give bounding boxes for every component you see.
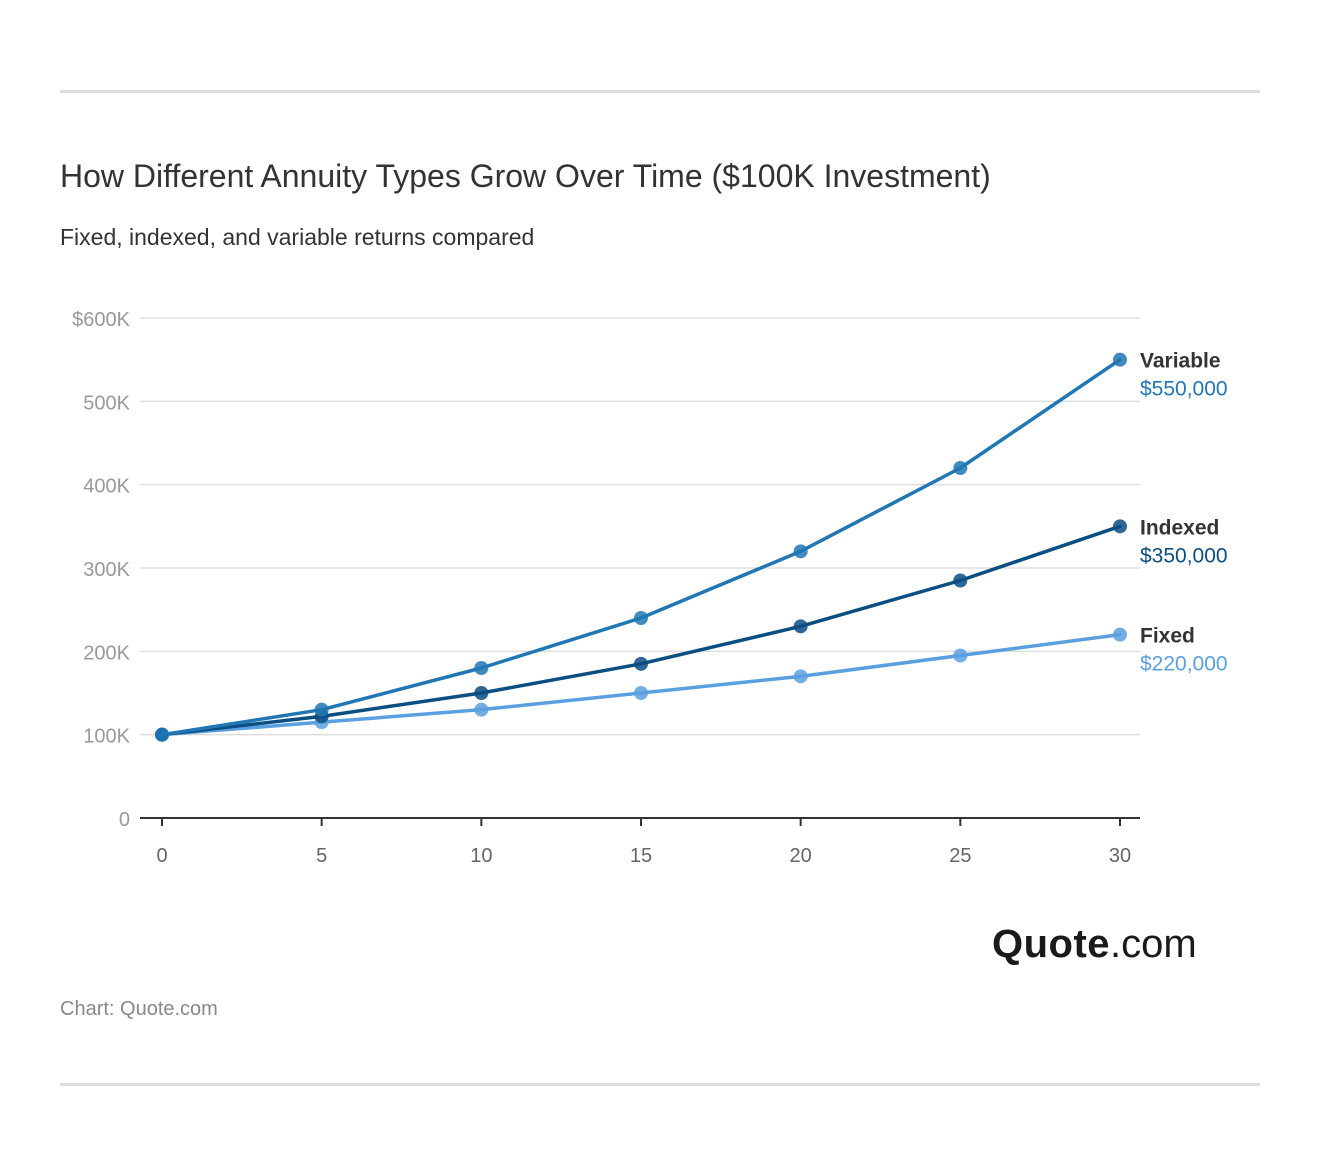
series-value-label-fixed: $220,000 [1140,653,1228,676]
chart-source: Chart: Quote.com [60,998,218,1020]
data-point-variable [634,611,648,625]
data-point-variable [155,727,169,742]
chart-subtitle: Fixed, indexed, and variable returns com… [60,224,535,250]
data-point-variable [953,461,968,475]
chart-series [155,352,1127,742]
data-point-indexed [1113,519,1127,534]
data-point-indexed [474,686,489,700]
x-tick-label: 15 [630,845,652,867]
x-tick-label: 30 [1109,845,1131,867]
y-tick-label: 300K [83,559,130,581]
bottom-divider [60,1083,1260,1086]
data-point-fixed [793,669,808,684]
series-value-label-variable: $550,000 [1140,378,1228,401]
data-point-indexed [793,619,808,634]
logo-tld: .com [1110,922,1197,966]
series-name-label-variable: Variable [1140,350,1221,373]
data-point-fixed [1113,627,1127,642]
series-line-variable [160,357,1122,737]
chart-grid [140,317,1140,736]
data-point-variable [793,544,808,559]
data-point-indexed [953,573,968,588]
y-tick-label: 0 [119,809,130,831]
data-point-fixed [953,648,968,663]
data-point-variable [1113,352,1127,367]
series-name-label-fixed: Fixed [1140,625,1195,648]
quote-logo[interactable]: Quote.com [992,922,1197,967]
y-tick-label: 100K [83,726,130,748]
top-divider [60,90,1260,93]
chart-axes: 0 100K 200K 300K 400K 500K $600K 0 5 10 15 20 25 30 [72,309,1140,867]
chart-title: How Different Annuity Types Grow Over Ti… [60,158,991,194]
x-tick-label: 20 [790,845,812,867]
y-tick-label: $600K [72,309,130,331]
x-tick-label: 0 [156,845,167,867]
data-point-fixed [634,686,648,700]
y-tick-label: 500K [83,392,130,414]
chart-end-labels: Variable $550,000 Indexed $350,000 Fixed $220… [1140,350,1228,676]
series-line-indexed [160,524,1122,737]
y-tick-label: 200K [83,642,130,664]
series-name-label-indexed: Indexed [1140,516,1219,539]
series-value-label-indexed: $350,000 [1140,544,1228,567]
data-point-variable [474,661,489,675]
x-tick-label: 5 [316,845,327,867]
x-tick-label: 25 [949,845,971,867]
data-point-variable [314,702,329,717]
x-tick-label: 10 [470,845,492,867]
y-tick-label: 400K [83,476,130,498]
logo-brand: Quote [992,922,1111,966]
data-point-fixed [474,702,489,717]
data-point-indexed [634,656,648,671]
